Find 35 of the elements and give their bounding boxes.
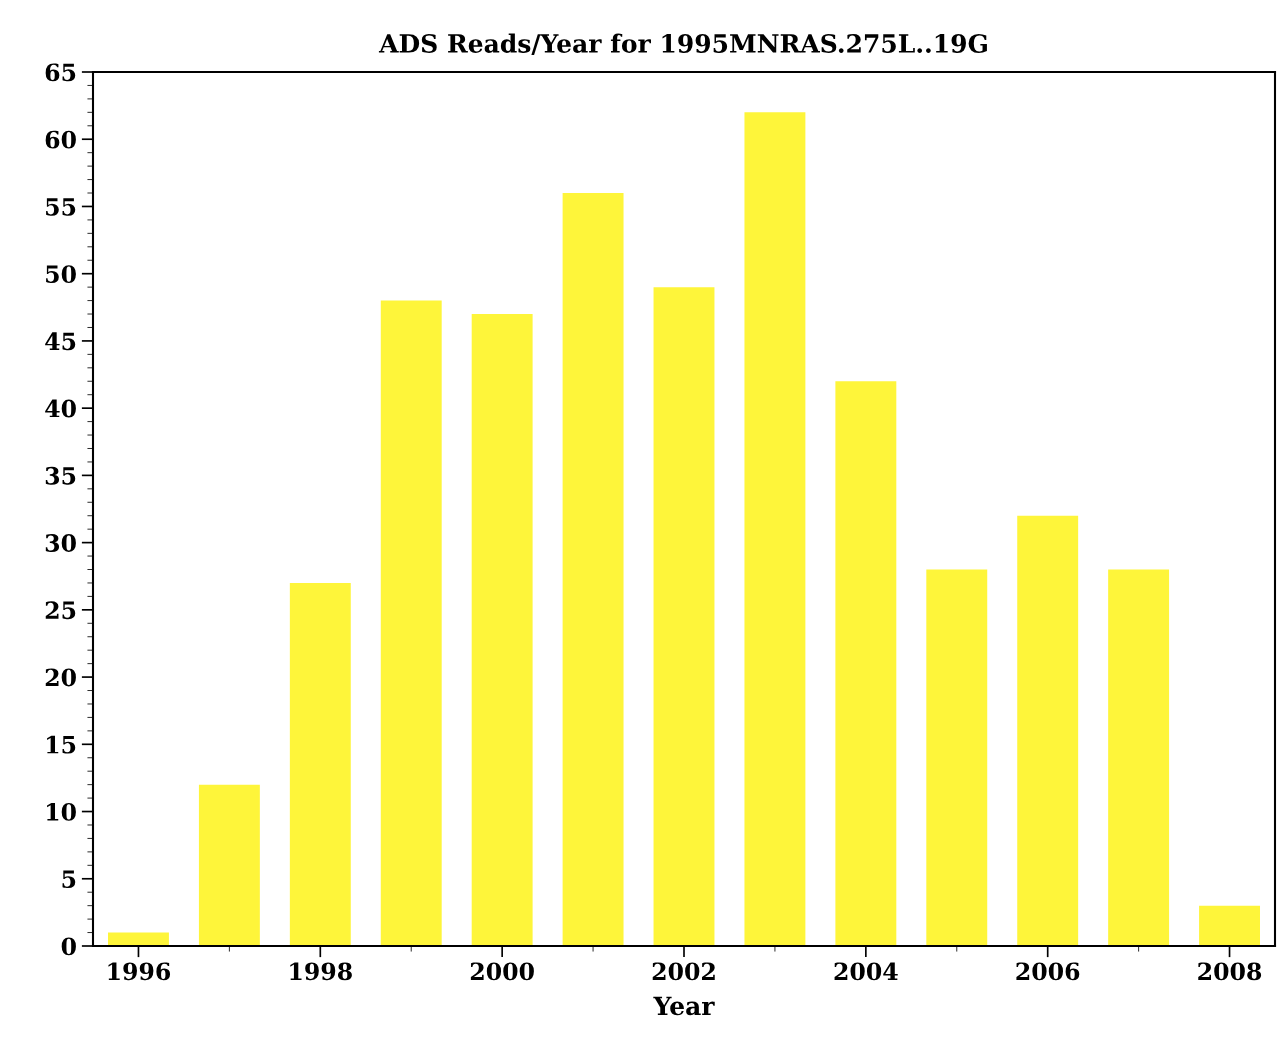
y-tick-label: 35 bbox=[45, 466, 76, 485]
bar bbox=[562, 193, 624, 946]
bar bbox=[289, 582, 351, 946]
bar bbox=[471, 314, 533, 946]
x-tick-label: 2002 bbox=[652, 962, 715, 981]
x-tick-label: 2000 bbox=[470, 962, 534, 981]
y-tick-label: 10 bbox=[47, 802, 76, 821]
y-tick-label: 0 bbox=[61, 937, 76, 956]
bar bbox=[835, 381, 897, 946]
y-tick-label: 50 bbox=[46, 265, 76, 283]
bar bbox=[1199, 905, 1260, 946]
x-tick-label: 1998 bbox=[290, 962, 352, 981]
bar bbox=[1017, 515, 1079, 946]
x-tick-label: 1996 bbox=[108, 962, 171, 981]
y-tick-label: 25 bbox=[45, 601, 76, 620]
bar bbox=[1108, 569, 1170, 946]
x-tick-label: 2006 bbox=[1016, 962, 1080, 981]
y-tick-label: 55 bbox=[46, 198, 76, 216]
bar bbox=[926, 569, 988, 946]
x-axis-title: Year bbox=[653, 996, 715, 1016]
chart-title: ADS Reads/Year for 1995MNRAS.275L..19G bbox=[378, 33, 987, 55]
bar bbox=[744, 112, 806, 946]
bar bbox=[198, 784, 260, 946]
y-tick-label: 5 bbox=[62, 870, 76, 889]
y-tick-label: 30 bbox=[45, 534, 76, 552]
x-tick-label: 2008 bbox=[1198, 962, 1262, 981]
y-tick-label: 45 bbox=[45, 332, 76, 351]
y-tick-label: 65 bbox=[45, 63, 76, 82]
bar bbox=[380, 300, 442, 946]
y-tick-label: 40 bbox=[45, 399, 76, 418]
y-tick-label: 20 bbox=[45, 668, 76, 687]
bar bbox=[653, 287, 715, 946]
y-tick-label: 15 bbox=[47, 735, 76, 754]
x-tick-label: 2004 bbox=[834, 962, 898, 981]
y-tick-label: 60 bbox=[45, 130, 76, 149]
